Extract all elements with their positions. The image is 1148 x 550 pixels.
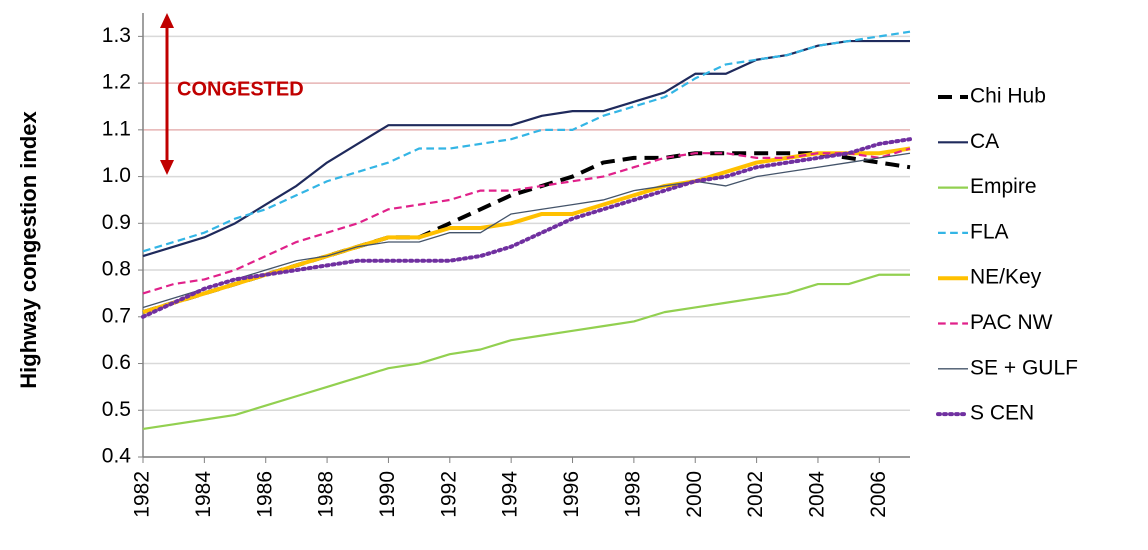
x-tick-label: 1982 — [131, 471, 154, 518]
y-tick-label: 0.5 — [102, 398, 131, 421]
x-tick-label: 1988 — [315, 471, 338, 518]
series-line — [141, 137, 912, 319]
y-tick-label: 1.1 — [102, 117, 131, 140]
y-tick-label: 0.8 — [102, 258, 131, 281]
legend-label: CA — [970, 130, 999, 153]
legend-label: PAC NW — [970, 311, 1053, 334]
annotation: CONGESTED — [177, 78, 304, 100]
x-tick-label: 1996 — [560, 471, 583, 518]
y-axis-label: Highway congestion index — [16, 110, 41, 388]
series-line — [142, 30, 911, 253]
series-line — [142, 39, 910, 258]
legend-label: Empire — [970, 175, 1037, 198]
y-tick-label: 0.4 — [102, 445, 132, 468]
legend-label: FLA — [970, 220, 1009, 243]
legend-label: NE/Key — [970, 266, 1042, 289]
congested-arrow — [160, 13, 174, 175]
x-tick-label: 1998 — [621, 471, 644, 518]
y-tick-label: 0.9 — [102, 211, 131, 234]
series-line — [142, 146, 911, 315]
x-tick-label: 1992 — [437, 471, 460, 518]
x-tick-label: 1990 — [376, 471, 399, 518]
x-tick-label: 2002 — [744, 471, 767, 518]
arrow-head — [160, 160, 174, 175]
x-tick-label: 2006 — [867, 471, 890, 518]
x-tick-label: 1994 — [499, 471, 522, 518]
legend-label: Chi Hub — [970, 85, 1046, 108]
y-tick-label: 0.6 — [102, 351, 131, 374]
x-tick-label: 1984 — [192, 471, 215, 518]
y-tick-label: 1.0 — [102, 164, 131, 187]
y-tick-label: 1.2 — [102, 71, 131, 94]
arrow-head — [160, 13, 174, 28]
x-tick-label: 1986 — [253, 471, 276, 518]
series-line — [142, 152, 911, 309]
y-tick-label: 0.7 — [102, 304, 131, 327]
x-tick-label: 2004 — [806, 471, 829, 518]
legend-label: SE + GULF — [970, 356, 1078, 379]
plot-area: 0.4 0.5 0.6 0.7 0.8 0.9 1.0 1.1 1.2 1.3 1982 1984 19… — [102, 13, 912, 518]
series-line — [142, 147, 911, 295]
legend-label: S CEN — [970, 402, 1034, 425]
series-line — [142, 273, 910, 431]
x-tick-label: 2000 — [683, 471, 706, 518]
y-tick-label: 1.3 — [102, 24, 131, 47]
